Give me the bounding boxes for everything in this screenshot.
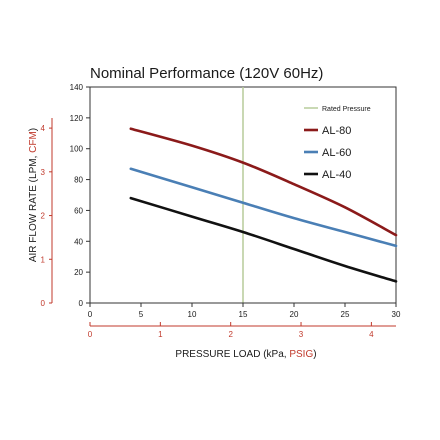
x-tick-label: 0	[88, 310, 93, 319]
y-tick-label: 40	[74, 237, 83, 246]
legend-label-al-40: AL-40	[322, 169, 351, 181]
y-axis-title-prefix: AIR FLOW RATE (LPM,	[28, 153, 39, 262]
x2-tick-label: 3	[299, 330, 304, 339]
y-tick-label: 100	[70, 145, 84, 154]
y-axis-title: AIR FLOW RATE (LPM, CFM)	[28, 128, 39, 262]
y-tick-label: 60	[74, 206, 83, 215]
legend-label-rated-pressure: Rated Pressure	[322, 106, 371, 113]
x-tick-label: 15	[239, 310, 248, 319]
x2-tick-label: 4	[369, 330, 374, 339]
x2-tick-label: 2	[228, 330, 233, 339]
x-axis-title-prefix: PRESSURE LOAD (kPa,	[175, 349, 289, 360]
x-tick-label: 5	[139, 310, 144, 319]
y-tick-label: 80	[74, 176, 83, 185]
y2-tick-label: 1	[41, 255, 46, 264]
legend: Rated Pressure AL-80 AL-60 AL-40	[304, 106, 371, 181]
y2-tick-label: 3	[41, 168, 46, 177]
x-secondary-ticks: 0 1 2 3 4	[88, 322, 374, 339]
y-tick-label: 20	[74, 268, 83, 277]
x2-tick-label: 0	[88, 330, 93, 339]
y-axis-title-suffix: )	[28, 128, 39, 131]
y-tick-label: 120	[70, 114, 84, 123]
series-line-al-60	[129, 167, 398, 248]
chart-title: Nominal Performance (120V 60Hz)	[90, 65, 323, 82]
x-axis-title-highlight: PSIG	[289, 349, 313, 360]
x-tick-label: 30	[392, 310, 401, 319]
x-axis-title-suffix: )	[313, 349, 316, 360]
x-tick-label: 10	[188, 310, 197, 319]
x-tick-label: 20	[290, 310, 299, 319]
y-axis-title-highlight: CFM	[28, 131, 39, 153]
y2-tick-label: 4	[41, 124, 46, 133]
y2-tick-label: 0	[41, 299, 46, 308]
series-layer	[129, 127, 398, 283]
y-secondary-ticks: 0 1 2 3 4	[41, 124, 52, 308]
series-line-al-80	[129, 127, 398, 237]
x-primary-ticks: 0 5 10 15 20 25 30	[88, 303, 401, 319]
legend-label-al-80: AL-80	[322, 125, 351, 137]
y-tick-label: 0	[79, 299, 84, 308]
y2-tick-label: 2	[41, 212, 46, 221]
x2-tick-label: 1	[158, 330, 163, 339]
x-tick-label: 25	[341, 310, 350, 319]
y-primary-ticks: 0 20 40 60 80 100 120 140	[70, 83, 90, 308]
x-axis-title: PRESSURE LOAD (kPa, PSIG)	[175, 349, 316, 360]
y-tick-label: 140	[70, 83, 84, 92]
legend-label-al-60: AL-60	[322, 147, 351, 159]
series-line-al-40	[129, 196, 398, 283]
